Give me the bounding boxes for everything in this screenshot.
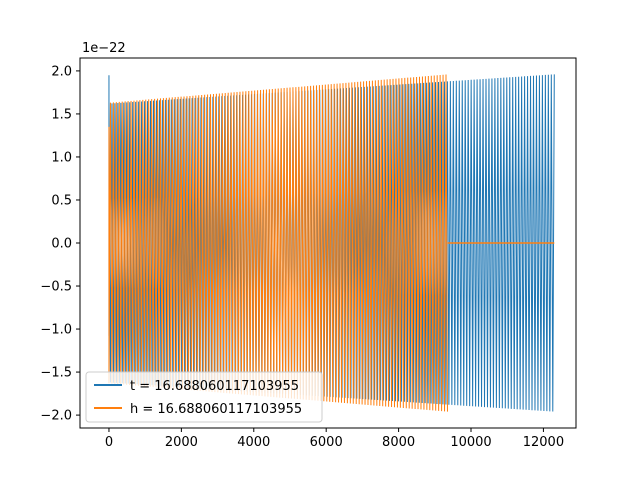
legend-label-h: h = 16.688060117103955 [130,402,302,417]
y-tick-label: −2.0 [40,409,72,424]
y-tick-label: −0.5 [40,280,72,295]
y-tick-label: 1.0 [51,150,72,165]
x-tick-label: 8000 [382,435,415,450]
x-tick-label: 6000 [310,435,343,450]
x-tick-label: 2000 [165,435,198,450]
y-offset-label: 1e−22 [82,41,126,56]
y-tick-label: −1.5 [40,366,72,381]
y-tick-label: 0.0 [51,237,72,252]
legend: t = 16.688060117103955 h = 16.6880601171… [85,371,323,423]
y-tick-label: 2.0 [51,64,72,79]
x-tick-label: 0 [105,435,113,450]
x-tick-label: 4000 [237,435,270,450]
x-tick-label: 10000 [450,435,491,450]
legend-frame [85,371,323,423]
series-layer [108,74,555,412]
x-tick-label: 12000 [523,435,564,450]
y-tick-label: 0.5 [51,193,72,208]
y-axis: −2.0 −1.5 −1.0 −0.5 0.0 0.5 1.0 1.5 2.0 [40,64,80,424]
y-tick-label: −1.0 [40,323,72,338]
series-line-h [108,74,448,412]
x-axis: 0 2000 4000 6000 8000 10000 12000 [105,428,564,450]
y-tick-label: 1.5 [51,107,72,122]
legend-label-t: t = 16.688060117103955 [130,379,299,394]
